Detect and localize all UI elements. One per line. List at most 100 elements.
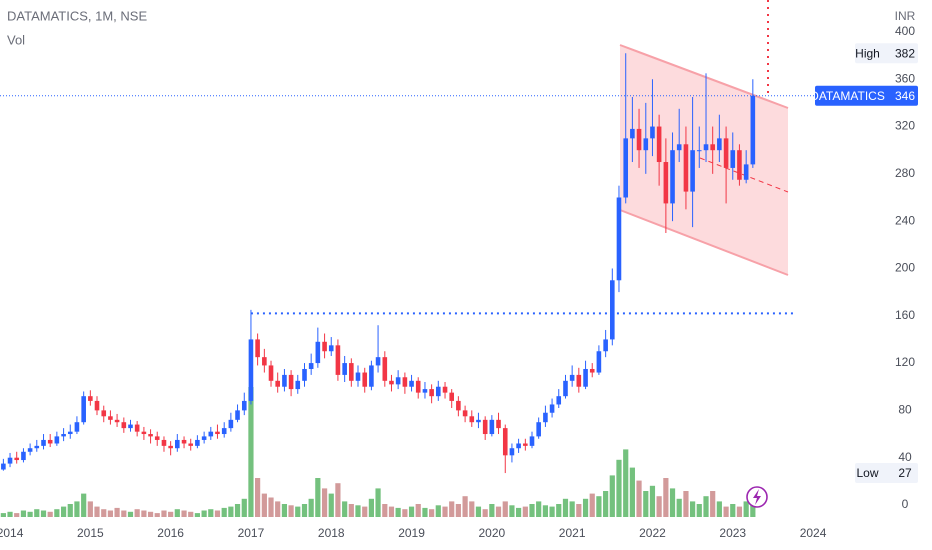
volume-bar <box>683 491 689 517</box>
candle-body <box>302 368 307 381</box>
volume-bar <box>556 504 562 517</box>
volume-bar <box>168 511 174 517</box>
volume-bar <box>362 506 368 517</box>
candle-body <box>308 363 314 369</box>
volume-bar <box>429 509 435 517</box>
volume-bar <box>54 509 60 517</box>
y-tick-label: 360 <box>895 71 915 85</box>
volume-bar <box>214 510 221 517</box>
volume-bar <box>422 507 428 517</box>
candle-body <box>382 357 388 381</box>
volume-bar <box>261 493 267 517</box>
candle-body <box>148 434 153 437</box>
candle-body <box>523 443 528 446</box>
high-marker-value: 382 <box>895 46 915 60</box>
candle-body <box>134 424 140 432</box>
candle-body <box>456 400 461 411</box>
volume-bar <box>60 506 67 517</box>
candle-body <box>442 386 448 393</box>
candle-body <box>154 436 160 440</box>
y-tick-label: 120 <box>895 355 915 369</box>
volume-bar <box>676 498 682 517</box>
volume-bar <box>536 501 542 517</box>
candle-body <box>536 422 541 437</box>
y-tick-label: 80 <box>898 403 912 417</box>
candle-body <box>516 443 521 449</box>
candle-body <box>34 445 40 449</box>
volume-bar <box>743 501 749 517</box>
candle-body <box>750 95 756 165</box>
candle-body <box>723 138 729 168</box>
volume-bar <box>0 513 6 517</box>
candle-body <box>228 419 234 429</box>
volume-bar <box>342 501 348 517</box>
candle-body <box>569 374 575 381</box>
candle-body <box>268 365 274 381</box>
candle-body <box>389 380 394 385</box>
volume-bar <box>736 506 743 517</box>
candle-body <box>188 443 194 446</box>
candle-body <box>221 428 227 435</box>
volume-bar <box>495 506 502 517</box>
volume-bar <box>127 511 134 517</box>
low-marker-text: Low <box>856 466 878 480</box>
volume-bar <box>395 507 401 517</box>
volume-bar <box>629 467 635 517</box>
candle-body <box>563 380 568 397</box>
x-tick-label: 2021 <box>559 526 586 540</box>
candle-body <box>676 144 682 151</box>
y-tick-label: 160 <box>895 308 915 322</box>
volume-bar <box>375 488 381 517</box>
icon-bolt <box>753 489 761 505</box>
volume-bar <box>663 478 669 517</box>
candle-body <box>288 374 294 390</box>
candle-body <box>462 410 468 417</box>
candle-body <box>114 419 120 423</box>
candle-body <box>717 138 722 151</box>
candle-body <box>181 439 187 444</box>
candle-body <box>362 372 368 387</box>
candle-body <box>295 380 301 390</box>
candle-body <box>482 419 488 435</box>
volume-bar <box>716 501 722 517</box>
volume-bar <box>47 511 53 517</box>
x-tick-label: 2018 <box>318 526 345 540</box>
flash-icon <box>746 486 768 508</box>
volume-bar <box>101 509 107 517</box>
candle-body <box>14 457 20 461</box>
volume-title: Vol <box>7 32 25 47</box>
volume-bar <box>576 504 582 517</box>
candle-body <box>175 439 180 449</box>
x-tick-label: 2020 <box>479 526 506 540</box>
candle-body <box>1 463 6 470</box>
candle-body <box>282 374 287 387</box>
candle-body <box>61 434 66 437</box>
candle-body <box>737 150 742 180</box>
volume-bar <box>616 459 622 517</box>
volume-bar <box>255 478 261 517</box>
volume-bar <box>241 498 247 517</box>
candle-body <box>630 128 635 139</box>
y-tick-label: 320 <box>895 119 915 133</box>
candle-layer <box>1 53 756 474</box>
volume-bar <box>34 509 40 517</box>
candle-body <box>549 404 555 413</box>
volume-bar <box>582 498 589 517</box>
volume-bar <box>690 501 696 517</box>
candle-body <box>589 368 595 373</box>
y-tick-label: 400 <box>895 24 915 38</box>
candle-body <box>322 341 327 352</box>
candle-body <box>476 419 481 423</box>
candle-body <box>7 457 13 464</box>
candle-body <box>168 445 173 449</box>
y-tick-label: 0 <box>902 497 909 511</box>
line-layer <box>0 95 815 315</box>
candle-body <box>623 138 629 198</box>
volume-bar <box>228 506 234 517</box>
high-marker-box <box>855 43 918 64</box>
candle-body <box>375 357 381 366</box>
volume-bar <box>603 491 609 517</box>
candle-body <box>650 126 655 139</box>
